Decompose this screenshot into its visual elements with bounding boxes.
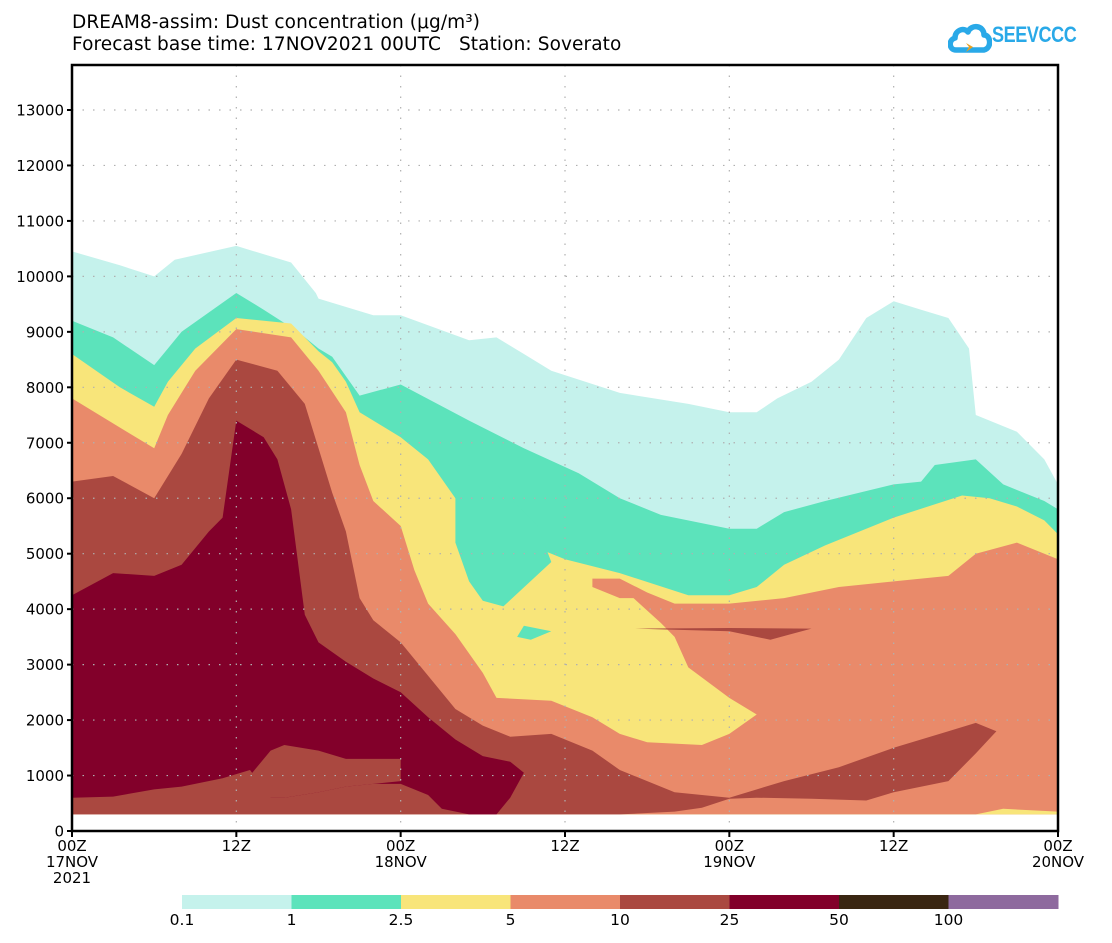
x-tick-label: 18NOV: [375, 853, 428, 871]
cloud-arrow-icon: [948, 24, 992, 53]
colorbar-swatch: [948, 895, 1059, 909]
y-tick-label: 8000: [26, 379, 64, 397]
y-tick-label: 11000: [16, 212, 64, 230]
colorbar-swatch: [839, 895, 949, 909]
colorbar-swatch: [401, 895, 511, 909]
x-tick-label: 12Z: [222, 837, 251, 855]
contour-region-1: [455, 465, 552, 607]
chart-title: DREAM8-assim: Dust concentration (μg/m³): [72, 12, 481, 33]
y-tick-label: 6000: [26, 490, 64, 508]
colorbar-label: 2.5: [389, 911, 414, 929]
logo-text: SEEVCCC: [992, 22, 1077, 47]
x-tick-label: 20NOV: [1032, 853, 1085, 871]
colorbar-swatch: [729, 895, 840, 909]
colorbar-label: 10: [610, 911, 630, 929]
x-tick-label: 2021: [53, 869, 91, 887]
x-tick-label: 00Z: [715, 837, 744, 855]
contour-regions: [72, 245, 1058, 815]
chart-subtitle: Forecast base time: 17NOV2021 00UTC Stat…: [72, 34, 622, 55]
x-tick-label: 00Z: [386, 837, 415, 855]
x-tick-label: 00Z: [57, 837, 86, 855]
colorbar-label: 1: [287, 911, 297, 929]
colorbar-label: 50: [829, 911, 849, 929]
colorbar-swatch: [620, 895, 730, 909]
contour-region-2_5: [975, 808, 1058, 815]
y-tick-label: 10000: [16, 268, 64, 286]
y-tick-label: 12000: [16, 157, 64, 175]
colorbar-label: 25: [720, 911, 740, 929]
x-tick-label: 17NOV: [46, 853, 99, 871]
y-tick-label: 9000: [26, 323, 64, 341]
colorbar-label: 100: [934, 911, 964, 929]
seevccc-logo: SEEVCCC: [948, 18, 1103, 58]
colorbar-label: 5: [506, 911, 516, 929]
y-tick-label: 4000: [26, 601, 64, 619]
colorbar: 0.1 1 2.5 5 10 25 50 100: [170, 895, 1059, 929]
colorbar-swatch: [291, 895, 402, 909]
colorbar-label: 0.1: [170, 911, 195, 929]
colorbar-swatch: [510, 895, 621, 909]
y-tick-label: 5000: [26, 545, 64, 563]
contour-region-10: [633, 628, 812, 640]
x-tick-label: 19NOV: [703, 853, 756, 871]
y-tick-label: 2000: [26, 712, 64, 730]
contour-region-1: [517, 625, 552, 640]
x-tick-label: 12Z: [550, 837, 579, 855]
y-axis: 0 1000 2000 3000 4000 5000 6000 7000 8000 9000 100…: [16, 102, 72, 841]
y-tick-label: 0: [54, 823, 64, 841]
y-tick-label: 13000: [16, 102, 64, 120]
colorbar-swatch: [182, 895, 292, 909]
contour-region-25: [72, 420, 524, 815]
y-tick-label: 7000: [26, 434, 64, 452]
x-tick-label: 12Z: [879, 837, 908, 855]
contour-region-10: [236, 745, 401, 798]
y-tick-label: 1000: [26, 767, 64, 785]
y-tick-label: 3000: [26, 656, 64, 674]
x-tick-label: 00Z: [1043, 837, 1072, 855]
